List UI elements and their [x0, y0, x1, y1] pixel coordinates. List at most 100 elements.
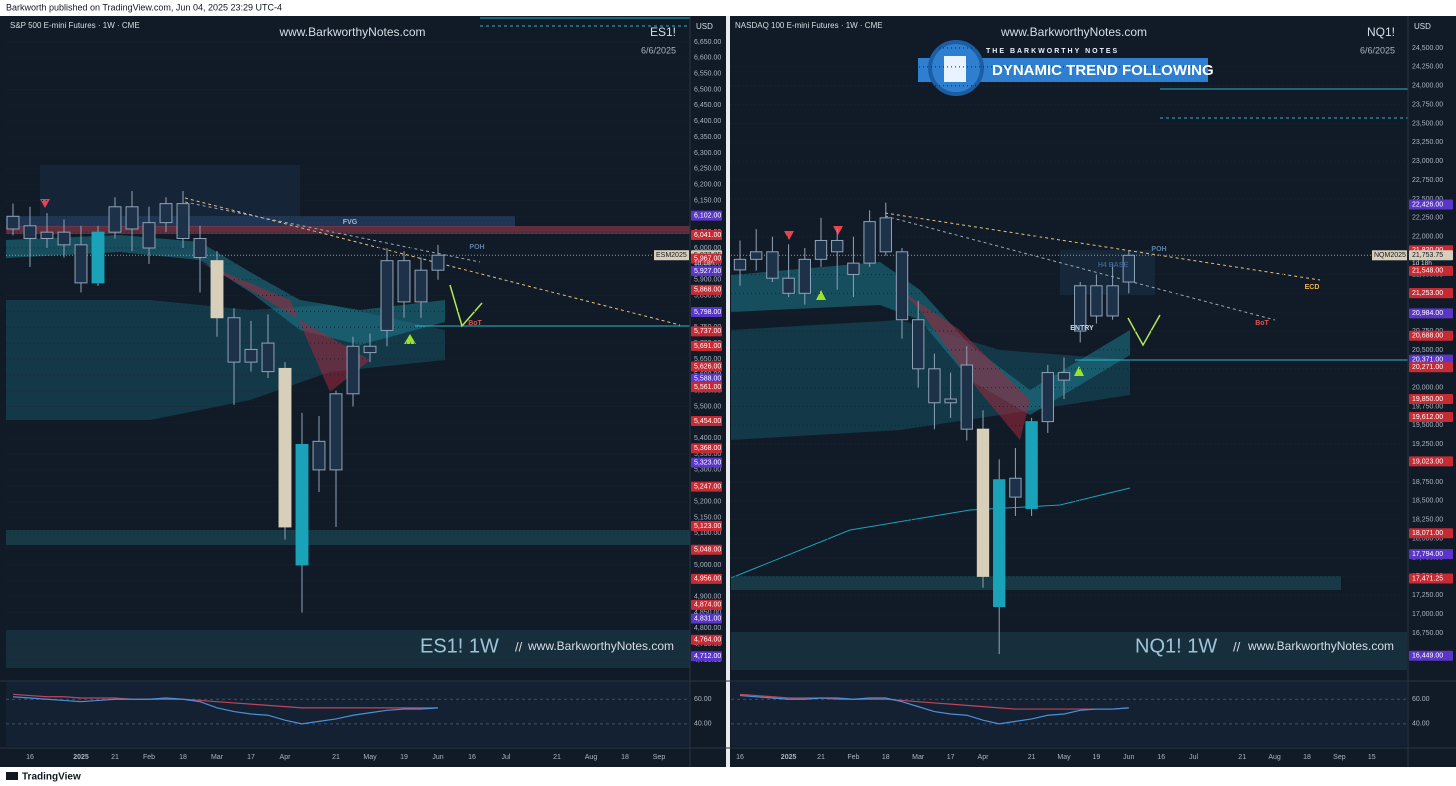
x-tick-label: 19 [1093, 754, 1101, 761]
price-label-text: 20,688.00 [1412, 333, 1443, 340]
x-tick-label: 21 [1238, 754, 1246, 761]
candle-body [244, 348, 258, 363]
candle-body [295, 444, 309, 566]
caption-site: www.BarkworthyNotes.com [527, 639, 674, 653]
y-tick-label: 6,650.00 [694, 39, 721, 46]
price-label-text: 16,449.00 [1412, 653, 1443, 660]
price-label-text: 5,737.00 [694, 328, 721, 335]
price-label [691, 253, 722, 264]
price-label-text: 21,548.00 [1412, 268, 1443, 275]
sell-signal [784, 231, 794, 240]
y-tick-label: 18,500.00 [1412, 498, 1443, 505]
y-tick-label: 6,150.00 [694, 197, 721, 204]
price-label-text: 19,612.00 [1412, 414, 1443, 421]
watermark: www.BarkworthyNotes.com [1000, 25, 1147, 39]
x-tick-label: Sep [1333, 754, 1346, 761]
price-label-text: 4,874.00 [694, 602, 721, 609]
x-tick-label: Jul [502, 754, 511, 761]
candle-body [346, 345, 360, 395]
annotation: BoT [1255, 320, 1269, 327]
x-tick-label: Feb [143, 754, 155, 761]
price-label [691, 307, 722, 318]
candle-body [1122, 254, 1135, 283]
contract-tag-text: NQM2025 [1374, 252, 1406, 259]
candle-body [312, 440, 326, 471]
y-tick-label: 5,150.00 [694, 514, 721, 521]
x-tick-label: Sep [653, 754, 666, 761]
x-tick-label: 18 [621, 754, 629, 761]
candle-body [159, 203, 173, 224]
decor-es [6, 17, 690, 668]
y-tick-label: 22,750.00 [1412, 177, 1443, 184]
price-label [1409, 199, 1453, 210]
price-label [691, 230, 722, 241]
y-tick-label: 18,250.00 [1412, 517, 1443, 524]
x-tick-label: 17 [247, 754, 255, 761]
x-tick-label: 19 [400, 754, 408, 761]
ribbon [200, 262, 370, 392]
oscillator-pane [6, 682, 689, 746]
candle-body [363, 345, 377, 354]
price-label [1409, 330, 1453, 341]
candle-body [193, 237, 207, 259]
x-tick-label: 21 [1028, 754, 1036, 761]
price-axis [1408, 16, 1456, 767]
y-tick-label: 5,300.00 [694, 467, 721, 474]
y-tick-label: 6,250.00 [694, 166, 721, 173]
price-label-text: 6,102.00 [694, 213, 721, 220]
price-label [691, 416, 722, 427]
price-label-text: 5,927.00 [694, 268, 721, 275]
ribbon [6, 235, 445, 345]
candle-body [766, 251, 779, 279]
y-tick-label: 17,250.00 [1412, 592, 1443, 599]
x-tick-label: Feb [847, 754, 859, 761]
x-tick-label: 16 [468, 754, 476, 761]
candle-body [329, 393, 343, 471]
price-label [1409, 528, 1453, 539]
footer-logo [6, 772, 18, 780]
y-tick-label: 24,250.00 [1412, 64, 1443, 71]
price-label [691, 373, 722, 384]
price-label [1409, 362, 1453, 373]
moving-average [730, 487, 1131, 579]
watermark: www.BarkworthyNotes.com [278, 25, 425, 39]
contract-tag [654, 250, 689, 261]
zone [731, 576, 1341, 590]
candle-body [108, 206, 122, 233]
x-tick-label: Jul [1189, 754, 1198, 761]
logo-top: THE BARKWORTHY NOTES [986, 48, 1119, 55]
contract-tag-text: ESM2025 [656, 252, 687, 259]
candle-body [261, 342, 275, 373]
candle-body [976, 428, 990, 577]
y-tick-label: 6,200.00 [694, 181, 721, 188]
zone [6, 630, 690, 668]
y-tick-label: 5,000.00 [694, 562, 721, 569]
osc-line [12, 693, 438, 709]
candle-body [1041, 372, 1054, 423]
price-label [691, 457, 722, 468]
candle-body [431, 254, 445, 271]
x-tick-label: 16 [1157, 754, 1165, 761]
price-label-text: 5,048.00 [694, 547, 721, 554]
price-label [1409, 411, 1453, 422]
y-tick-label: 19,750.00 [1412, 403, 1443, 410]
price-label-text: 5,626.00 [694, 363, 721, 370]
price-label-text: 5,868.00 [694, 287, 721, 294]
y-tick-label: 6,600.00 [694, 55, 721, 62]
price-label [691, 326, 722, 337]
logo-icon [944, 56, 966, 82]
y-tick-label: 5,950.00 [694, 261, 721, 268]
candle-body [863, 221, 876, 264]
price-label [1409, 650, 1453, 661]
candle-body [944, 398, 957, 404]
price-label [1409, 456, 1453, 467]
candle-body [928, 368, 941, 404]
trendline [184, 201, 481, 263]
price-label-text: 5,123.00 [694, 523, 721, 530]
y-tick-label: 6,550.00 [694, 71, 721, 78]
trendline [884, 215, 1276, 321]
price-label-text: 17,794.00 [1412, 551, 1443, 558]
logo-title: DYNAMIC TREND FOLLOWING [992, 62, 1214, 79]
x-tick-label: 15 [1368, 754, 1376, 761]
y-tick-label: 5,500.00 [694, 403, 721, 410]
